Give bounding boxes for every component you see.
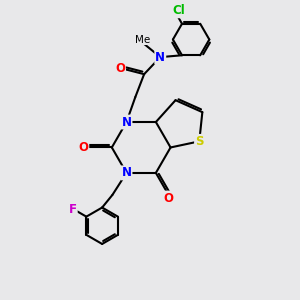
Text: N: N [155, 51, 165, 64]
Text: O: O [164, 191, 173, 205]
Text: O: O [115, 62, 125, 75]
Text: S: S [195, 135, 203, 148]
Text: Cl: Cl [173, 4, 186, 17]
Text: N: N [122, 167, 131, 179]
Text: Me: Me [135, 34, 150, 44]
Text: F: F [69, 202, 77, 215]
Text: O: O [78, 141, 88, 154]
Text: N: N [122, 116, 131, 128]
